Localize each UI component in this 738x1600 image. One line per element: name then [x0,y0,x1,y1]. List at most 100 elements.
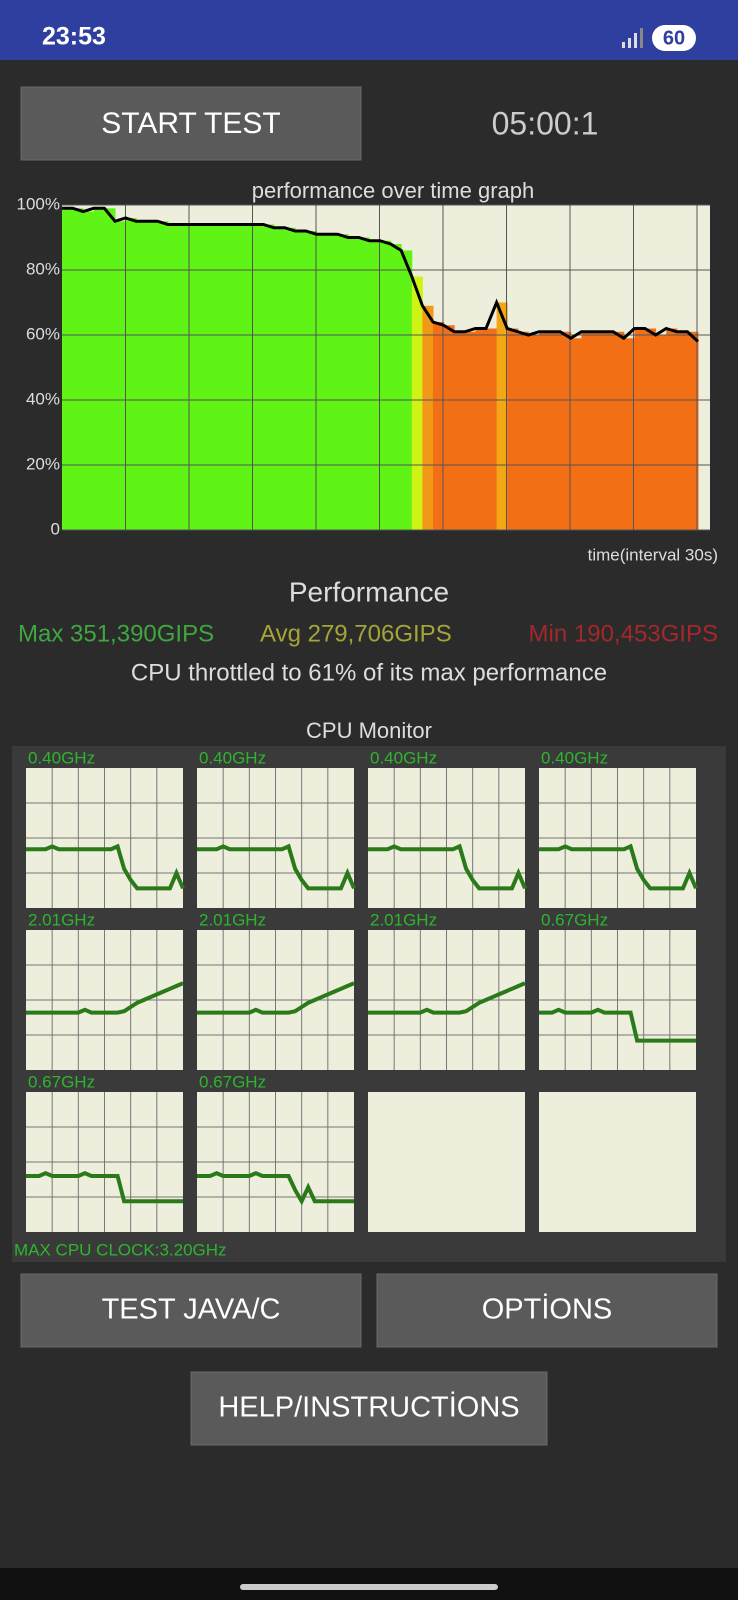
performance-bar [486,328,498,530]
performance-bar [454,331,466,530]
performance-bar [199,224,211,530]
cpu-cells: 0.40GHz 0.40GHz 0.40GHz 0.40GHz 2.01GHz 2.01G… [26,748,698,1232]
performance-bar [539,331,551,530]
performance-bar [475,328,487,530]
performance-bar [168,224,180,530]
performance-bar [655,335,667,530]
performance-bar [666,328,678,530]
performance-bar [115,221,127,530]
performance-bar [411,276,423,530]
cpu-frequency: 0.67GHz [541,910,608,929]
performance-bar [623,338,635,530]
perf-max: Max 351,390GIPS [18,620,214,647]
cpu-line [26,843,185,891]
cpu-cell [539,1092,696,1232]
performance-bar [507,328,519,530]
cpu-cell [368,1092,525,1232]
performance-bar [380,240,392,530]
performance-bar [517,331,529,530]
performance-bar [72,208,84,530]
performance-bar [337,234,349,530]
performance-bar [634,328,646,530]
performance-bar [221,224,233,530]
performance-bar [316,234,328,530]
cpu-frequency: 0.67GHz [28,1072,95,1091]
start-test-button[interactable] [20,86,362,161]
options-label: OPTİONS [482,1293,613,1326]
performance-bar [358,237,370,530]
performance-bar [390,244,402,530]
performance-bar [231,224,243,530]
performance-bar [560,331,572,530]
performance-bar [422,305,434,530]
cpu-frequency: 0.67GHz [199,1072,266,1091]
performance-line [62,206,700,343]
timer: 05:00:1 [492,105,599,141]
cpu-frequency: 0.40GHz [541,748,608,767]
performance-bar [433,322,445,530]
cpu-line [197,1171,354,1206]
performance-bar [242,224,254,530]
performance-bar [136,221,148,530]
test-java-label: TEST JAVA/C [102,1294,281,1326]
performance-bar [676,331,688,530]
help-label: HELP/INSTRUCTİONS [218,1391,519,1424]
performance-bar [125,218,137,530]
cpu-frequency: 2.01GHz [28,910,95,929]
home-indicator [240,1584,498,1590]
y-tick-label: 100% [17,194,60,213]
cpu-line [368,843,527,891]
performance-bar [178,224,190,530]
performance-bar [348,237,360,530]
performance-bar [369,240,381,530]
cpu-frequency: 0.40GHz [28,748,95,767]
performance-bar [581,331,593,530]
performance-bar [327,234,339,530]
cpu-line [368,981,526,1015]
performance-bar [570,338,582,530]
options-button[interactable] [376,1273,718,1348]
performance-bar [263,224,275,530]
y-tick-label: 20% [26,454,60,473]
performance-bar [210,224,222,530]
cpu-frequency: 0.40GHz [199,748,266,767]
battery-pill [652,25,696,51]
perf-min: Min 190,453GIPS [529,620,718,647]
performance-bar [687,331,699,530]
performance-bar [549,331,561,530]
test-java-button[interactable] [20,1273,362,1348]
perf-avg: Avg 279,706GIPS [260,620,452,647]
performance-bar [157,221,169,530]
x-axis-label: time(interval 30s) [588,545,718,564]
cpu-frequency: 2.01GHz [370,910,437,929]
max-cpu-clock: MAX CPU CLOCK:3.20GHz [14,1240,227,1259]
performance-bar [496,302,508,530]
cpu-frequency: 0.40GHz [370,748,437,767]
performance-bar [613,331,625,530]
chart-title: performance over time graph [252,178,534,203]
performance-bar [443,325,455,530]
performance-bar [93,208,105,530]
performance-bar [83,211,95,530]
status-bar [0,0,738,60]
help-button[interactable] [190,1371,548,1446]
throttle-text: CPU throttled to 61% of its max performa… [131,659,607,686]
y-tick-label: 80% [26,259,60,278]
performance-bar [62,208,74,530]
cpu-line [197,843,356,891]
performance-bar [295,231,307,530]
y-tick-label: 0 [51,519,60,538]
start-test-label: START TEST [101,107,281,140]
performance-bar [602,331,614,530]
clock: 23:53 [42,23,106,51]
cpu-frequency: 2.01GHz [199,910,266,929]
cpu-line [197,981,355,1015]
performance-bar [528,335,540,530]
performance-bar [146,221,158,530]
performance-bar [252,224,264,530]
cpu-monitor-title: CPU Monitor [306,718,432,743]
performance-bar [104,208,116,530]
performance-bar [305,231,317,530]
